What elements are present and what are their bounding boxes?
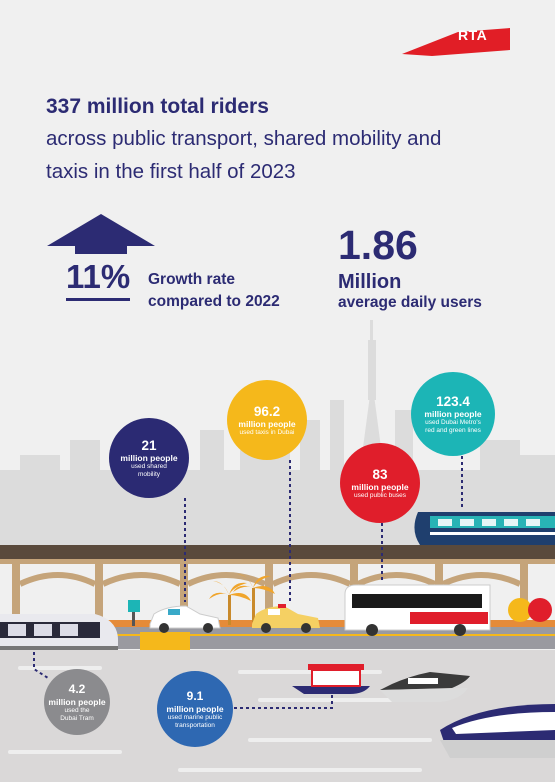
stat-unit: million people — [120, 452, 178, 463]
stat-value: 96.2 — [253, 403, 281, 419]
headline-line-2: taxis in the first half of 2023 — [46, 160, 296, 183]
stat-desc: used taxis in Dubai — [239, 428, 295, 436]
stat-bubble-metro: 123.4 million people used Dubai Metro's … — [411, 372, 495, 456]
growth-label-line-2: compared to 2022 — [148, 293, 280, 310]
stat-value: 21 — [141, 437, 157, 453]
stat-unit: million people — [166, 703, 224, 714]
stat-unit: million people — [238, 418, 296, 429]
stat-unit: million people — [424, 408, 482, 419]
stat-bubble-shared-mobility: 21 million people used shared mobility — [109, 418, 189, 498]
headline-title: 337 million total riders — [46, 95, 269, 118]
up-arrow-icon — [47, 214, 155, 254]
abra-boat-icon — [292, 664, 370, 694]
metro-bridge-icon — [0, 545, 555, 624]
rta-logo-text: RTA — [458, 27, 488, 43]
white-car-icon — [149, 605, 221, 633]
daily-users-value: 1.86 — [338, 222, 418, 268]
road-icon — [0, 627, 555, 649]
stat-desc: Dubai Tram — [60, 714, 94, 722]
ferry-icon — [380, 672, 470, 702]
stat-desc: used shared — [131, 462, 167, 470]
daily-users-label: average daily users — [338, 294, 482, 311]
growth-rate-value: 11% — [66, 258, 131, 301]
stat-value: 83 — [372, 466, 388, 482]
stat-desc: used Dubai Metro's — [425, 418, 481, 426]
growth-label-line-1: Growth rate — [148, 271, 235, 288]
growth-rate-label: Growth rate compared to 2022 — [148, 269, 280, 313]
stat-desc: used marine public — [167, 713, 223, 721]
stat-value: 4.2 — [68, 681, 86, 696]
taxi-icon — [252, 604, 320, 633]
bus-icon — [344, 584, 491, 636]
stat-desc: red and green lines — [425, 426, 481, 434]
metro-train-icon — [414, 512, 555, 545]
stat-unit: million people — [48, 696, 106, 707]
stat-bubble-taxi: 96.2 million people used taxis in Dubai — [227, 380, 307, 460]
stat-value: 123.4 — [436, 393, 470, 409]
palm-tree-icon — [209, 574, 275, 625]
stat-value: 9.1 — [186, 688, 204, 703]
stat-bubble-tram: 4.2 million people used the Dubai Tram — [44, 669, 110, 735]
connector-marine — [228, 694, 333, 709]
stat-unit: million people — [351, 481, 409, 492]
daily-users-unit: Million — [338, 271, 402, 293]
stat-desc: mobility — [137, 470, 161, 478]
stat-bubble-marine: 9.1 million people used marine public tr… — [157, 671, 233, 747]
stat-desc: used public buses — [353, 491, 407, 499]
rta-logo-icon — [402, 28, 510, 56]
water-bus-icon — [440, 704, 555, 758]
stat-desc: used the — [64, 706, 90, 714]
stat-desc: transportation — [175, 721, 215, 729]
traffic-sign-icon — [128, 600, 140, 612]
tram-icon — [0, 614, 118, 650]
headline-line-1: across public transport, shared mobility… — [46, 127, 442, 150]
stat-bubble-bus: 83 million people used public buses — [340, 443, 420, 523]
